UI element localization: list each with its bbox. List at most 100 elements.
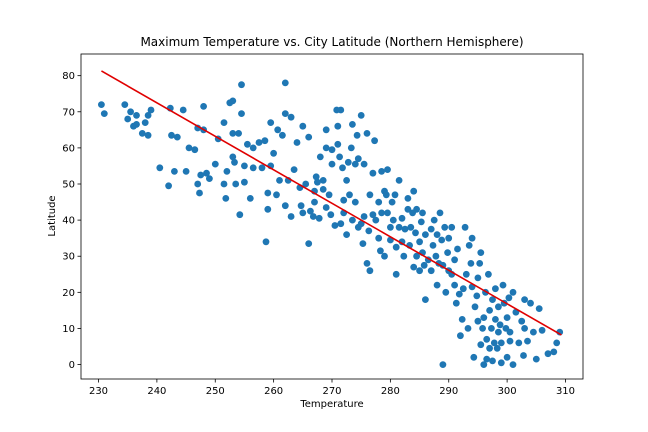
data-point bbox=[410, 187, 418, 195]
data-point bbox=[448, 223, 456, 231]
data-point bbox=[462, 270, 470, 278]
data-point bbox=[236, 211, 244, 219]
data-point bbox=[400, 252, 408, 260]
data-point bbox=[337, 220, 345, 228]
data-point bbox=[262, 238, 270, 246]
data-point bbox=[100, 110, 108, 117]
data-point bbox=[518, 317, 526, 325]
y-tick-label: 0 bbox=[69, 360, 75, 371]
data-point bbox=[346, 191, 353, 199]
data-point bbox=[363, 260, 371, 267]
data-point bbox=[238, 81, 245, 89]
data-point bbox=[353, 131, 361, 139]
data-point bbox=[281, 79, 289, 87]
data-point bbox=[473, 292, 481, 300]
data-point bbox=[302, 180, 310, 188]
data-point bbox=[299, 122, 307, 130]
data-point bbox=[258, 164, 266, 172]
data-point bbox=[521, 325, 528, 332]
data-point bbox=[503, 314, 511, 321]
data-point bbox=[497, 339, 505, 347]
data-point bbox=[264, 189, 272, 197]
x-tick-label: 260 bbox=[264, 386, 283, 397]
data-point bbox=[328, 160, 336, 168]
data-point bbox=[311, 198, 318, 206]
data-point bbox=[410, 263, 418, 271]
data-point bbox=[391, 191, 399, 199]
data-point bbox=[287, 113, 295, 121]
data-point bbox=[369, 211, 377, 219]
data-point bbox=[441, 223, 449, 231]
data-point bbox=[331, 222, 339, 229]
data-point bbox=[479, 325, 486, 332]
data-point bbox=[461, 223, 469, 231]
data-point bbox=[509, 361, 517, 368]
data-point bbox=[470, 353, 478, 361]
data-point bbox=[490, 339, 498, 347]
data-point bbox=[454, 245, 461, 253]
data-point bbox=[182, 168, 190, 175]
x-tick-label: 230 bbox=[89, 386, 108, 397]
data-point bbox=[488, 325, 495, 332]
data-point bbox=[360, 160, 368, 168]
data-point bbox=[483, 355, 491, 363]
data-point bbox=[322, 204, 330, 211]
y-tick-label: 40 bbox=[62, 216, 75, 227]
data-point bbox=[495, 303, 502, 311]
x-tick-label: 250 bbox=[206, 386, 225, 397]
data-point bbox=[337, 106, 345, 114]
data-point bbox=[404, 195, 412, 202]
data-point bbox=[267, 119, 275, 126]
data-point bbox=[327, 211, 335, 219]
data-point bbox=[363, 130, 371, 137]
data-point bbox=[407, 223, 415, 231]
data-point bbox=[343, 231, 350, 239]
data-point bbox=[191, 146, 199, 154]
data-point bbox=[223, 168, 231, 175]
data-point bbox=[309, 213, 317, 220]
data-point bbox=[492, 316, 499, 323]
data-point bbox=[281, 202, 289, 210]
data-point bbox=[392, 243, 400, 251]
data-point bbox=[480, 314, 488, 321]
data-point bbox=[168, 131, 175, 139]
data-point bbox=[445, 234, 453, 242]
data-point bbox=[229, 97, 237, 105]
data-point bbox=[365, 227, 373, 235]
data-point bbox=[395, 177, 403, 184]
data-point bbox=[357, 220, 365, 228]
data-point bbox=[222, 195, 230, 202]
data-point bbox=[347, 144, 355, 152]
y-tick-label: 70 bbox=[62, 107, 75, 118]
data-point bbox=[505, 294, 513, 302]
data-point bbox=[401, 225, 409, 233]
data-point bbox=[351, 198, 359, 206]
data-point bbox=[354, 155, 362, 163]
data-point bbox=[372, 216, 380, 224]
data-point bbox=[334, 140, 342, 148]
data-point bbox=[486, 344, 493, 352]
data-point bbox=[530, 328, 537, 336]
x-tick-label: 290 bbox=[439, 386, 458, 397]
data-point bbox=[427, 225, 435, 233]
data-point bbox=[483, 335, 491, 343]
data-point bbox=[351, 160, 359, 168]
data-point bbox=[381, 252, 388, 260]
data-point bbox=[384, 209, 391, 217]
data-point bbox=[211, 160, 219, 168]
data-point bbox=[255, 139, 263, 146]
data-point bbox=[480, 361, 488, 368]
data-point bbox=[339, 164, 346, 172]
y-tick-label: 30 bbox=[62, 252, 75, 263]
data-point bbox=[375, 234, 383, 242]
data-point bbox=[524, 337, 531, 345]
data-point bbox=[241, 162, 248, 170]
data-point bbox=[264, 205, 272, 213]
data-point bbox=[366, 191, 374, 199]
data-point bbox=[486, 307, 493, 314]
data-point bbox=[270, 149, 277, 157]
data-point bbox=[244, 140, 251, 148]
points-layer bbox=[98, 79, 564, 368]
data-point bbox=[417, 218, 425, 226]
data-point bbox=[171, 168, 178, 175]
